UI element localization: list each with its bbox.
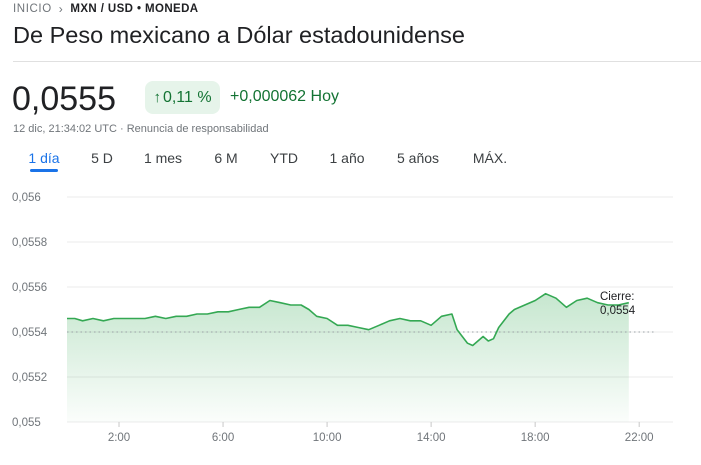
price-area-fill: [67, 293, 629, 422]
breadcrumb-current: MXN / USD • MONEDA: [70, 3, 199, 15]
breadcrumb-home-link[interactable]: INICIO: [13, 3, 52, 15]
change-percent-badge: ↑ 0,11 %: [145, 81, 220, 114]
x-tick-label: 18:00: [521, 432, 550, 444]
x-tick-label: 2:00: [108, 432, 130, 444]
x-tick-label: 6:00: [212, 432, 234, 444]
active-tab-indicator: [30, 169, 58, 172]
y-tick-label: 0,0558: [12, 237, 47, 249]
breadcrumb: INICIO › MXN / USD • MONEDA: [13, 1, 199, 17]
current-price: 0,0555: [12, 80, 116, 118]
y-tick-label: 0,0554: [12, 327, 48, 339]
tab-1-day[interactable]: 1 día: [28, 150, 60, 166]
header-divider: [13, 61, 701, 62]
change-percent-value: 0,11 %: [162, 88, 212, 106]
y-tick-label: 0,0552: [12, 372, 47, 384]
y-tick-label: 0,055: [12, 417, 41, 429]
x-tick-label: 10:00: [313, 432, 342, 444]
tab-max[interactable]: MÁX.: [472, 150, 508, 166]
tab-1-year[interactable]: 1 año: [329, 150, 365, 166]
y-tick-label: 0,056: [12, 192, 41, 204]
tab-5-years[interactable]: 5 años: [396, 150, 440, 166]
previous-close-value: 0,0554: [600, 305, 636, 317]
tab-5-days[interactable]: 5 D: [91, 150, 113, 166]
change-absolute: +0,000062 Hoy: [230, 88, 339, 105]
tab-6-months[interactable]: 6 M: [214, 150, 238, 166]
previous-close-label: Cierre:: [600, 291, 635, 303]
tab-ytd[interactable]: YTD: [270, 150, 298, 166]
chevron-right-icon: ›: [58, 2, 64, 16]
price-line: [67, 292, 629, 347]
page-title: De Peso mexicano a Dólar estadounidense: [13, 22, 465, 48]
x-tick-label: 14:00: [417, 432, 446, 444]
price-chart[interactable]: 0,056 0,0558 0,0556 0,0554 0,0552 0,055 2:00 6:…: [0, 180, 701, 465]
timestamp-disclaimer: 12 dic, 21:34:02 UTC · Renuncia de respo…: [13, 123, 269, 135]
y-tick-label: 0,0556: [12, 282, 47, 294]
x-tick-label: 22:00: [625, 432, 654, 444]
tab-1-month[interactable]: 1 mes: [143, 150, 183, 166]
arrow-up-icon: ↑: [153, 89, 161, 106]
